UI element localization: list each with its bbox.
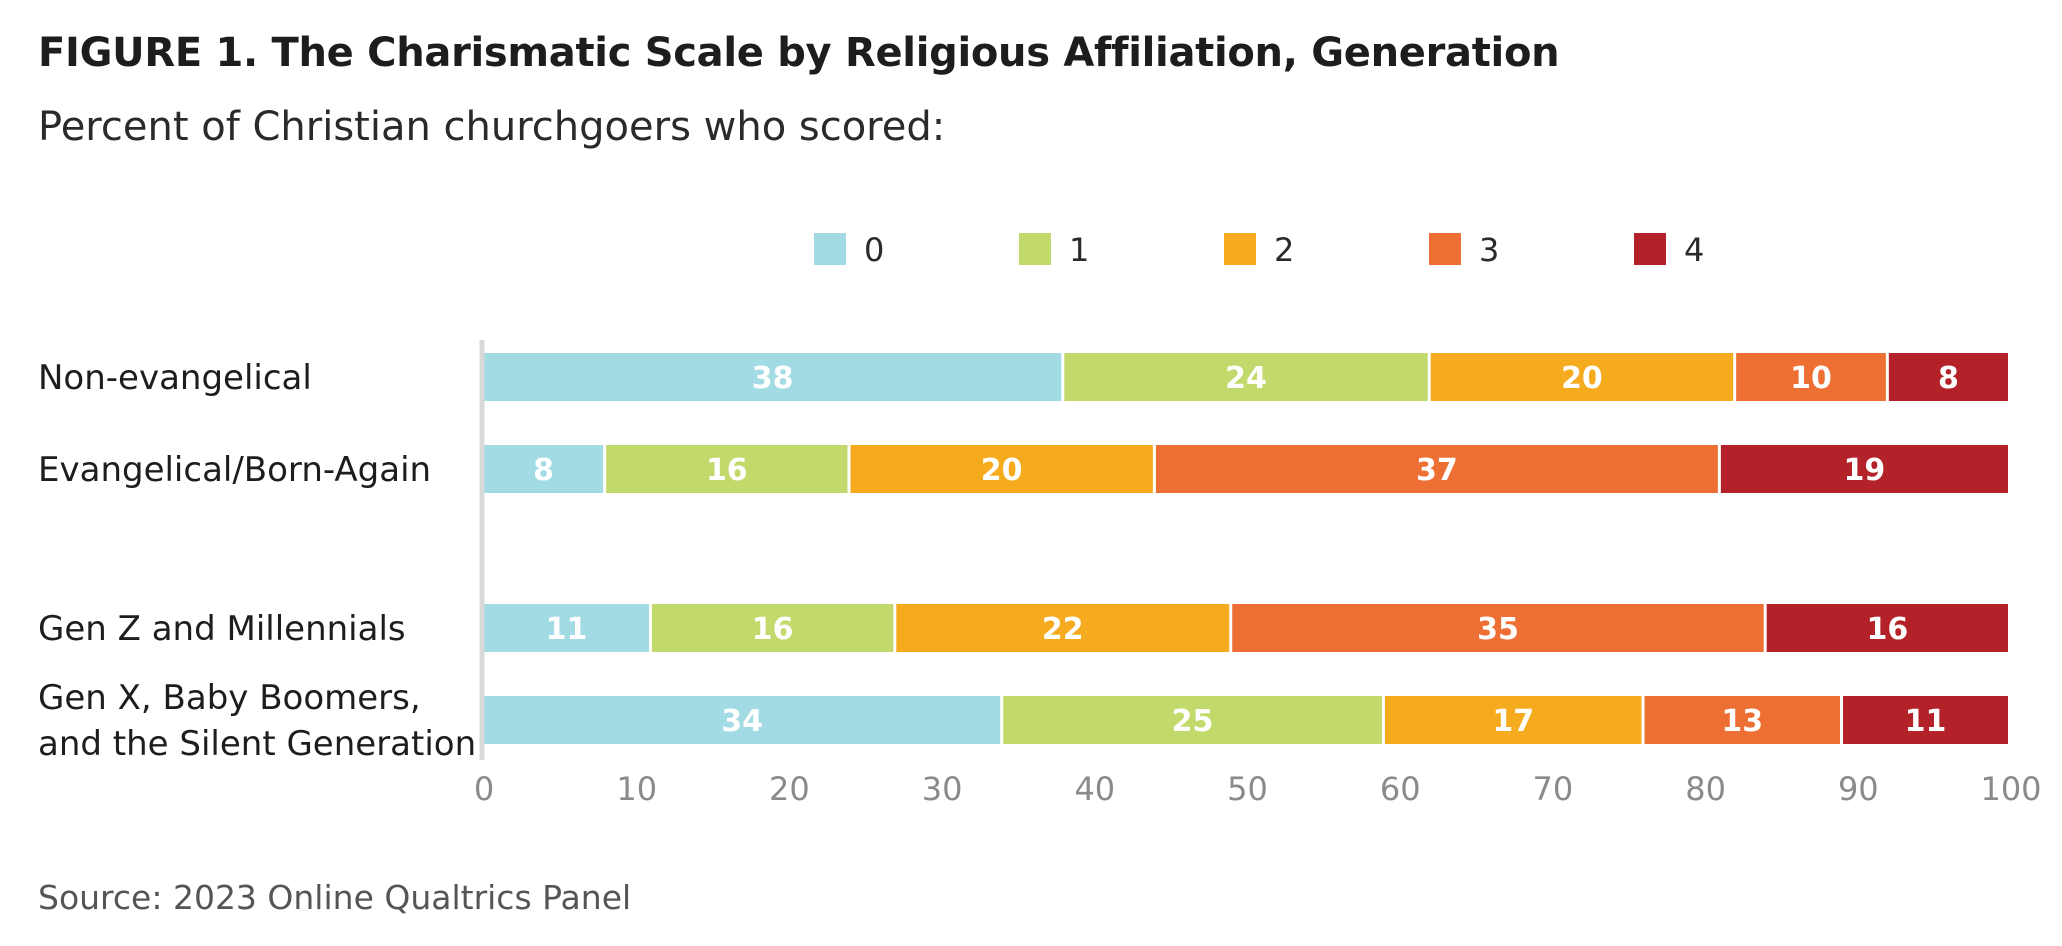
source-note: Source: 2023 Online Qualtrics Panel (38, 878, 632, 917)
bar-segment-0-0 (484, 353, 1062, 401)
legend-swatch-2 (1224, 233, 1256, 265)
data-label-1-1: 16 (706, 453, 748, 488)
bar-segment-2-3 (1232, 604, 1764, 652)
bar-segment-3-2 (1384, 696, 1642, 744)
x-tick-label-70: 70 (1533, 770, 1574, 808)
bar-segment-0-1 (1064, 353, 1428, 401)
bar-segment-0-3 (1736, 353, 1886, 401)
bar-segment-1-0 (484, 445, 604, 493)
bar-segment-3-4 (1843, 696, 2008, 744)
bar-segment-2-0 (484, 604, 649, 652)
bar-segment-2-4 (1766, 604, 2008, 652)
legend-label-3: 3 (1479, 231, 1499, 269)
legend-swatch-3 (1429, 233, 1461, 265)
bar-segment-1-2 (850, 445, 1153, 493)
bar-segment-3-0 (484, 696, 1001, 744)
legend-label-0: 0 (864, 231, 884, 269)
data-label-2-1: 16 (752, 612, 794, 647)
x-tick-label-40: 40 (1074, 770, 1115, 808)
legend-label-2: 2 (1274, 231, 1294, 269)
x-tick-label-100: 100 (1980, 770, 2041, 808)
bar-segment-0-4 (1888, 353, 2008, 401)
bar-segment-3-3 (1644, 696, 1841, 744)
bar-segment-1-1 (606, 445, 848, 493)
category-label-3-1: and the Silent Generation (38, 724, 476, 764)
bar-segment-0-2 (1430, 353, 1734, 401)
legend-swatch-4 (1634, 233, 1666, 265)
data-label-1-3: 37 (1416, 453, 1458, 488)
legend-swatch-1 (1019, 233, 1051, 265)
legend-label-1: 1 (1069, 231, 1089, 269)
legend-label-4: 4 (1684, 231, 1704, 269)
chart-title: FIGURE 1. The Charismatic Scale by Relig… (38, 30, 1560, 76)
data-label-1-4: 19 (1844, 453, 1886, 488)
data-label-2-3: 35 (1477, 612, 1519, 647)
data-label-0-1: 24 (1225, 361, 1267, 396)
bar-segment-2-2 (896, 604, 1230, 652)
data-label-0-2: 20 (1561, 361, 1603, 396)
x-tick-label-10: 10 (616, 770, 657, 808)
bar-segment-3-1 (1003, 696, 1382, 744)
data-label-0-0: 38 (752, 361, 794, 396)
data-label-3-2: 17 (1492, 704, 1534, 739)
category-label-2-0: Gen Z and Millennials (38, 609, 406, 649)
category-label-1-0: Evangelical/Born-Again (38, 450, 431, 490)
data-label-1-2: 20 (981, 453, 1023, 488)
data-label-2-4: 16 (1866, 612, 1908, 647)
category-label-3-0: Gen X, Baby Boomers, (38, 678, 421, 718)
data-label-2-2: 22 (1042, 612, 1084, 647)
x-tick-label-90: 90 (1838, 770, 1879, 808)
bar-segment-1-3 (1155, 445, 1718, 493)
x-tick-label-30: 30 (922, 770, 963, 808)
x-tick-label-60: 60 (1380, 770, 1421, 808)
category-label-0-0: Non-evangelical (38, 358, 312, 398)
x-tick-label-20: 20 (769, 770, 810, 808)
data-label-3-0: 34 (721, 704, 763, 739)
x-tick-label-0: 0 (474, 770, 494, 808)
data-label-3-3: 13 (1721, 704, 1763, 739)
data-label-3-4: 11 (1905, 704, 1947, 739)
legend-swatch-0 (814, 233, 846, 265)
data-label-1-0: 8 (533, 453, 554, 488)
data-label-3-1: 25 (1172, 704, 1214, 739)
x-tick-label-80: 80 (1685, 770, 1726, 808)
bar-segment-1-4 (1720, 445, 2008, 493)
data-label-2-0: 11 (546, 612, 588, 647)
x-tick-label-50: 50 (1227, 770, 1268, 808)
data-label-0-4: 8 (1938, 361, 1959, 396)
chart-subtitle: Percent of Christian churchgoers who sco… (38, 104, 946, 150)
data-label-0-3: 10 (1790, 361, 1832, 396)
bar-segment-2-1 (651, 604, 894, 652)
